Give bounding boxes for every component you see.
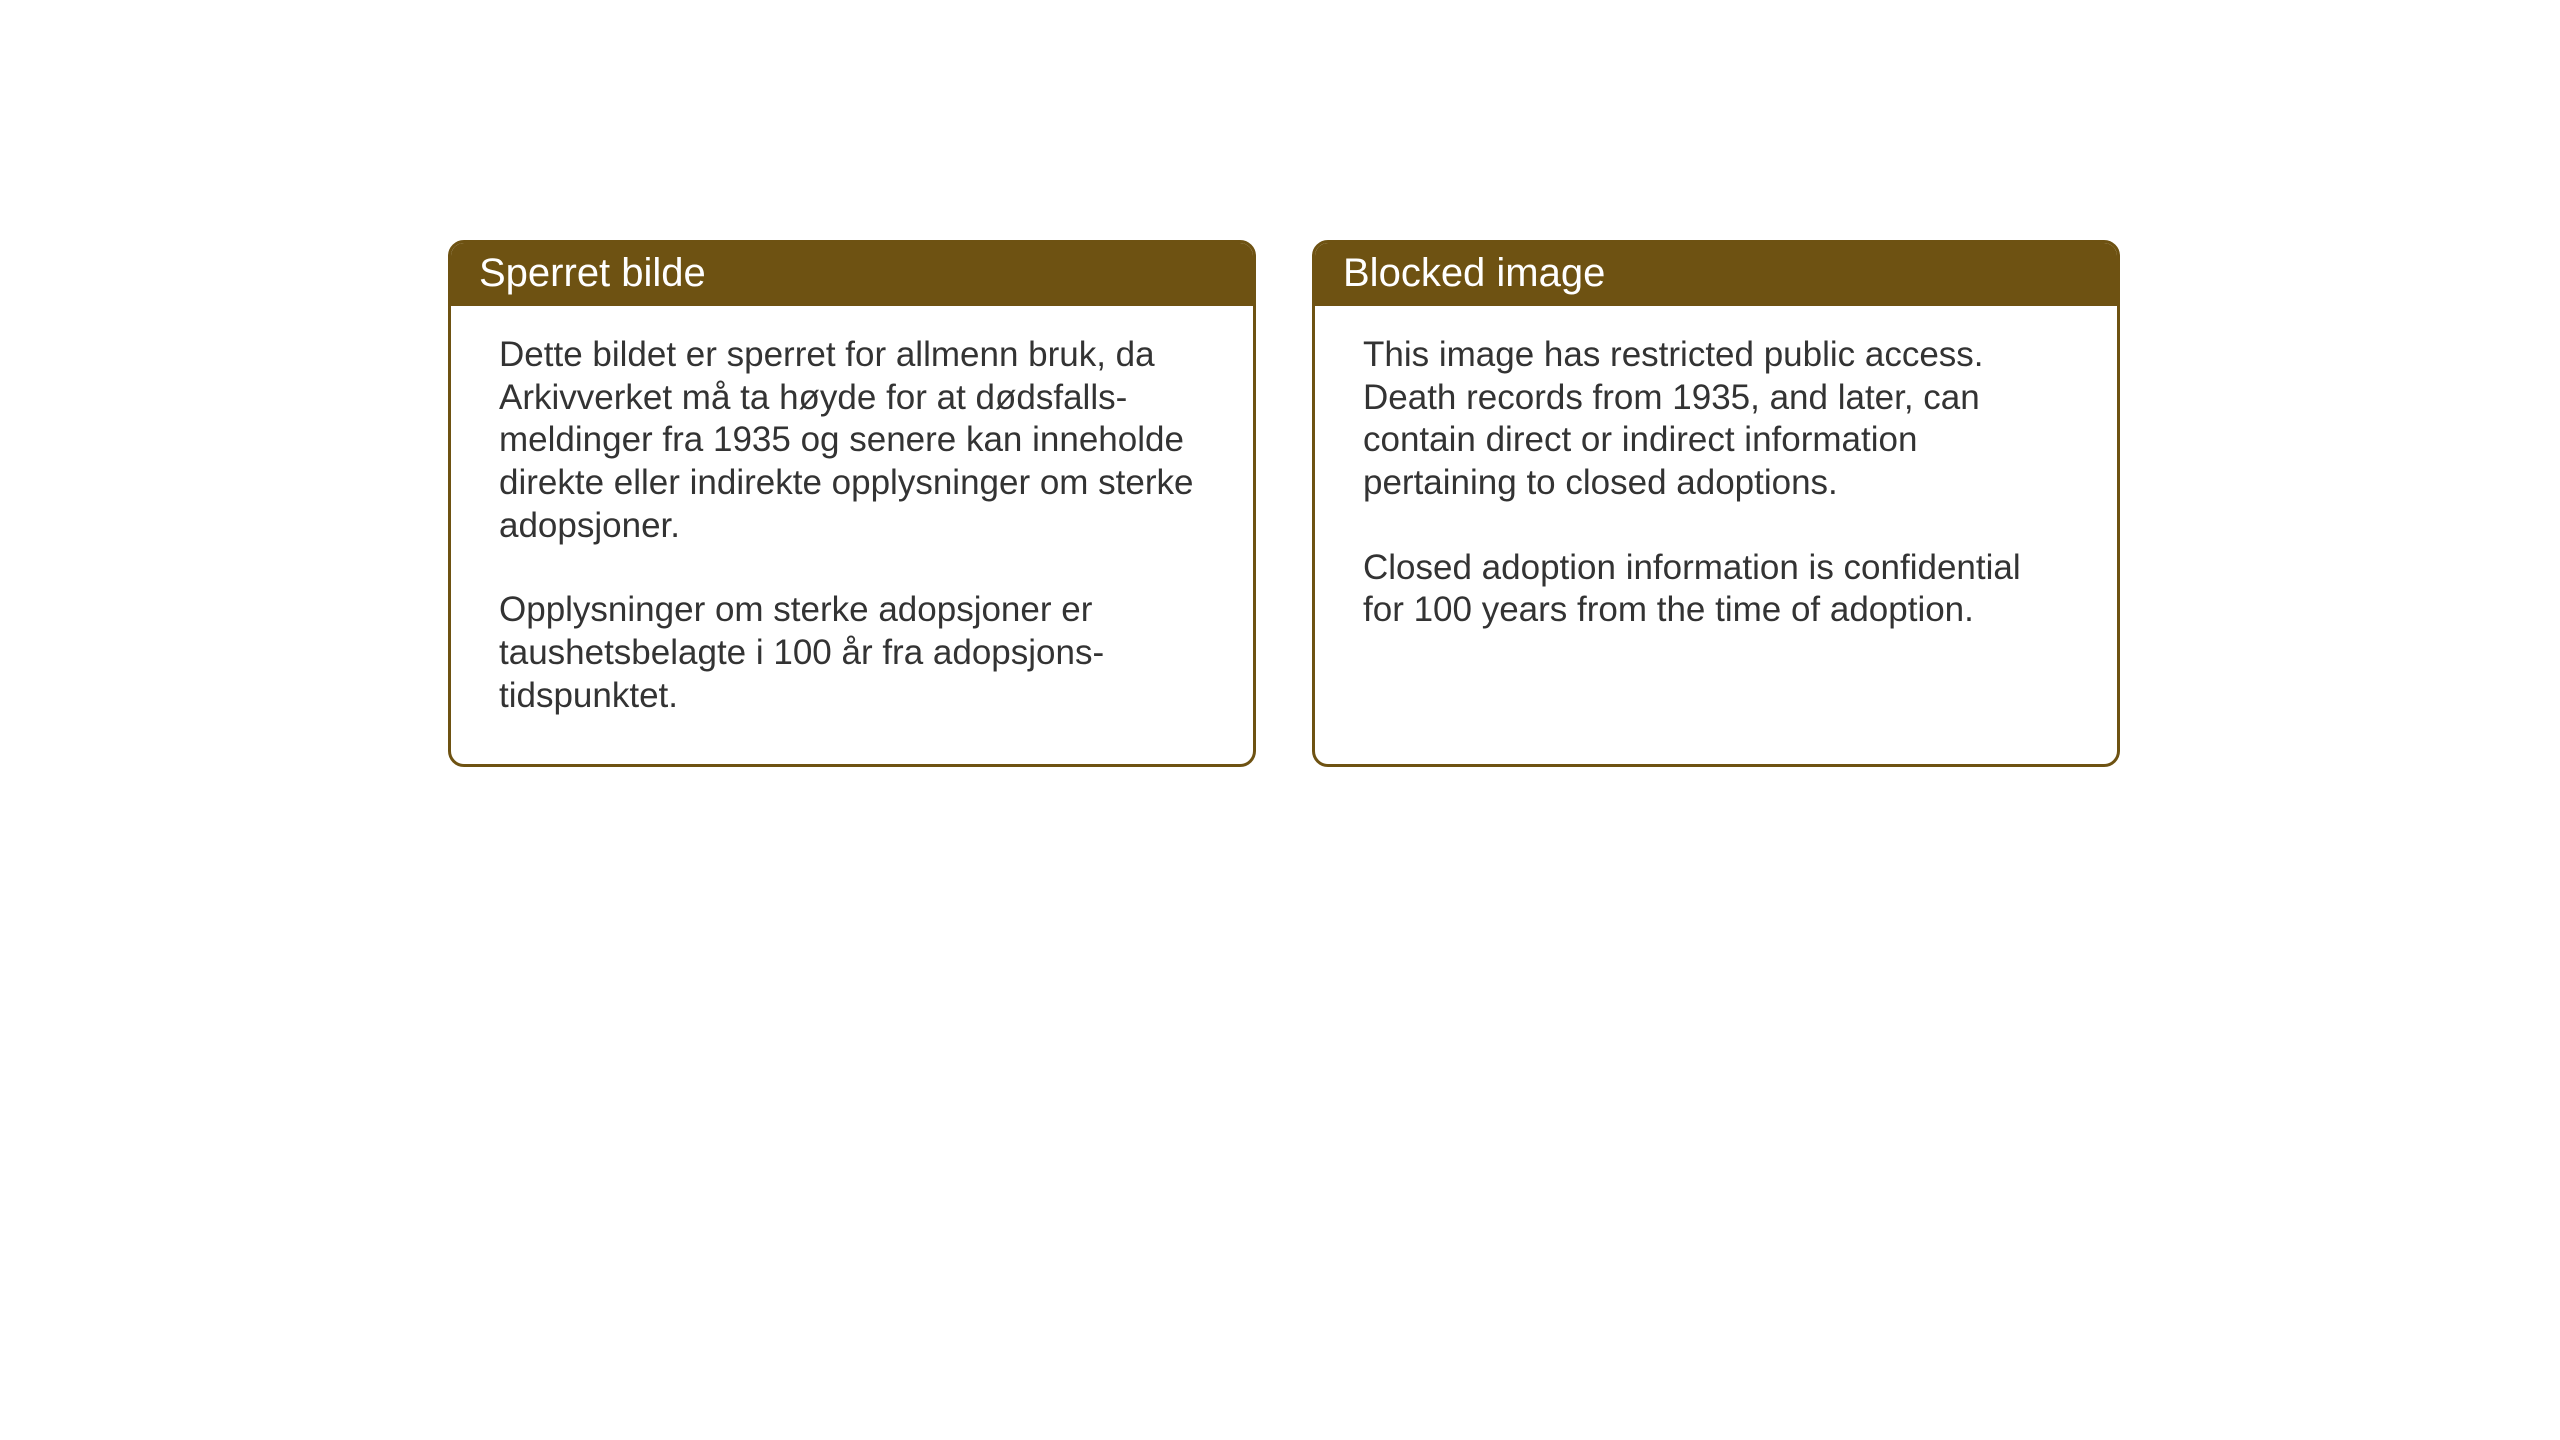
notice-header-english: Blocked image	[1315, 243, 2117, 306]
notice-paragraph2-norwegian: Opplysninger om sterke adopsjoner er tau…	[499, 589, 1205, 717]
notice-container: Sperret bilde Dette bildet er sperret fo…	[448, 240, 2120, 767]
notice-card-english: Blocked image This image has restricted …	[1312, 240, 2120, 767]
notice-card-norwegian: Sperret bilde Dette bildet er sperret fo…	[448, 240, 1256, 767]
notice-body-norwegian: Dette bildet er sperret for allmenn bruk…	[451, 306, 1253, 764]
notice-title-english: Blocked image	[1343, 251, 1605, 295]
notice-paragraph1-norwegian: Dette bildet er sperret for allmenn bruk…	[499, 334, 1205, 547]
notice-body-english: This image has restricted public access.…	[1315, 306, 2117, 678]
notice-paragraph2-english: Closed adoption information is confident…	[1363, 547, 2069, 632]
notice-header-norwegian: Sperret bilde	[451, 243, 1253, 306]
notice-title-norwegian: Sperret bilde	[479, 251, 706, 295]
notice-paragraph1-english: This image has restricted public access.…	[1363, 334, 2069, 505]
